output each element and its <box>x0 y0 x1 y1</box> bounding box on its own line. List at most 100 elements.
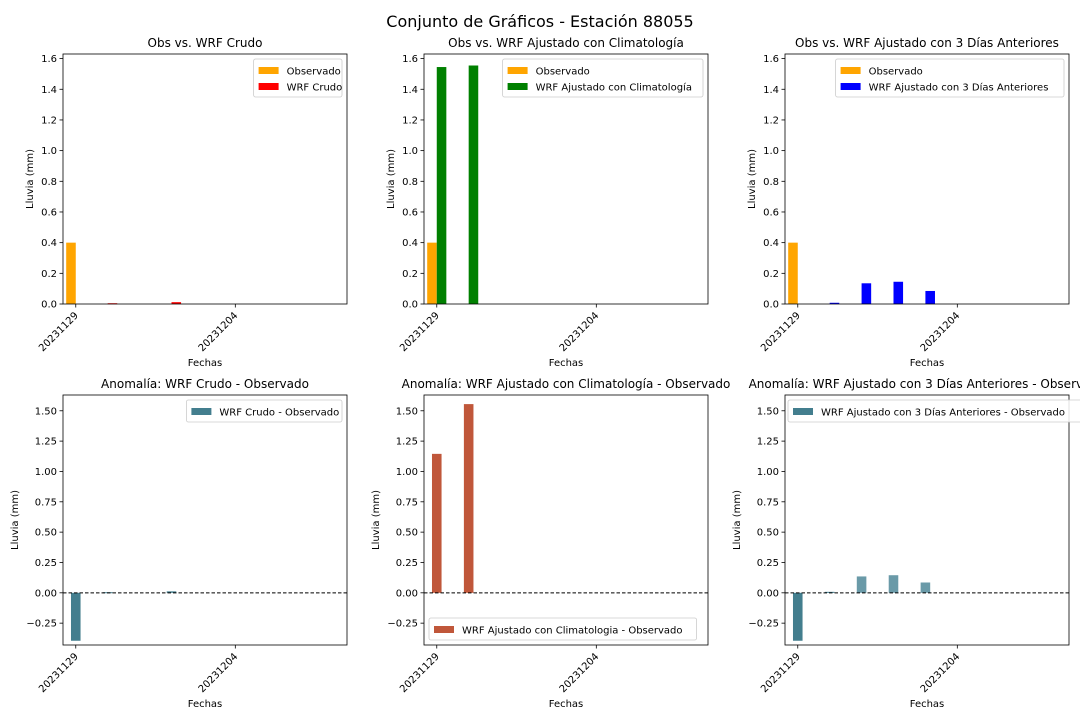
ytick-label: 1.2 <box>763 115 779 126</box>
xtick-label: 20231204 <box>197 651 241 695</box>
legend-box <box>835 58 1065 98</box>
xtick-label: 20231129 <box>398 310 442 354</box>
chart-title: Anomalía: WRF Ajustado con 3 Días Anteri… <box>749 377 1080 391</box>
axes-frame <box>784 53 1070 305</box>
bar-1-20231129 <box>70 592 81 641</box>
ytick-label: 0.0 <box>763 300 779 311</box>
chart-title: Obs vs. WRF Ajustado con Climatología <box>448 36 684 50</box>
xtick-label: 20231129 <box>759 651 803 695</box>
ytick-label: 0.6 <box>41 207 57 218</box>
legend-swatch <box>258 83 279 90</box>
legend: Observado WRF Ajustado con 3 Días Anterio… <box>835 58 1065 98</box>
legend-swatch <box>258 67 279 74</box>
legend-swatch <box>507 67 528 74</box>
bar-2-20231201 <box>861 283 872 304</box>
ytick-label: 0.00 <box>35 588 57 599</box>
legend-label: WRF Ajustado con 3 Días Anteriores <box>869 82 1049 94</box>
ytick-label: 0.25 <box>757 558 779 569</box>
x-axis-label: Fechas <box>549 699 584 710</box>
ytick-label: −0.25 <box>387 619 418 630</box>
bar-1-20231129 <box>788 242 798 304</box>
x-axis-label: Fechas <box>910 358 945 369</box>
x-axis-label: Fechas <box>188 358 223 369</box>
bar-1-20231129 <box>427 242 437 304</box>
ytick-label: 1.6 <box>41 54 57 65</box>
ytick-label: 1.00 <box>396 467 418 478</box>
xtick-label: 20231204 <box>919 651 963 695</box>
chart-title: Anomalía: WRF Ajustado con Climatología … <box>402 377 731 391</box>
axes-frame <box>62 394 348 646</box>
legend-label: WRF Ajustado con 3 Días Anteriores - Obs… <box>821 407 1065 419</box>
bar-1-20231129 <box>792 592 803 641</box>
chart-panel-5: Anomalía: WRF Ajustado con Climatología … <box>371 377 730 710</box>
bar-1-20231203 <box>920 582 931 593</box>
ytick-label: 0.2 <box>402 269 418 280</box>
legend-swatch <box>191 408 212 415</box>
legend: WRF Ajustado con Climatologia - Observad… <box>428 617 698 641</box>
ytick-label: 0.75 <box>757 497 779 508</box>
ytick-label: 1.00 <box>35 467 57 478</box>
y-axis-label: Lluvia (mm) <box>25 149 36 209</box>
chart-title: Anomalía: WRF Crudo - Observado <box>101 377 309 391</box>
ytick-label: 1.2 <box>41 115 57 126</box>
y-axis-label: Lluvia (mm) <box>386 149 397 209</box>
legend: Observado WRF Ajustado con Climatología <box>502 58 704 98</box>
axes-frame <box>62 53 348 305</box>
legend-label: Observado <box>869 67 923 78</box>
y-axis-label: Lluvia (mm) <box>732 490 743 550</box>
legend-box <box>502 58 704 98</box>
y-axis-label: Lluvia (mm) <box>371 490 382 550</box>
ytick-label: 1.4 <box>41 85 57 96</box>
ytick-label: 0.75 <box>396 497 418 508</box>
xtick-label: 20231129 <box>37 310 81 354</box>
ytick-label: 1.6 <box>763 54 779 65</box>
xtick-label: 20231129 <box>37 651 81 695</box>
ytick-label: −0.25 <box>748 619 779 630</box>
x-axis-label: Fechas <box>910 699 945 710</box>
legend-box <box>185 399 343 423</box>
bar-1-20231202 <box>166 591 177 593</box>
xtick-label: 20231204 <box>558 310 602 354</box>
ytick-label: 1.2 <box>402 115 418 126</box>
chart-panel-2: Obs vs. WRF Ajustado con Climatología 0.0… <box>386 36 709 369</box>
chart-panel-6: Anomalía: WRF Ajustado con 3 Días Anteri… <box>732 377 1080 710</box>
xtick-label: 20231129 <box>398 651 442 695</box>
legend-label: WRF Crudo - Observado <box>219 408 339 419</box>
ytick-label: 1.50 <box>757 406 779 417</box>
xtick-label: 20231204 <box>558 651 602 695</box>
axes-frame <box>423 394 709 646</box>
ytick-label: 0.6 <box>402 207 418 218</box>
legend-label: Observado <box>536 67 590 78</box>
ytick-label: 0.50 <box>35 528 57 539</box>
figure-suptitle: Conjunto de Gráficos - Estación 88055 <box>386 12 693 31</box>
bar-2-20231202 <box>171 302 182 304</box>
ytick-label: 0.4 <box>402 238 418 249</box>
ytick-label: 1.25 <box>35 437 57 448</box>
legend: WRF Crudo - Observado <box>185 399 343 423</box>
ytick-label: 1.50 <box>396 406 418 417</box>
legend-box <box>428 617 698 641</box>
ytick-label: 1.25 <box>757 437 779 448</box>
ytick-label: 0.8 <box>402 177 418 188</box>
legend-swatch <box>434 626 454 633</box>
chart-title: Obs vs. WRF Ajustado con 3 Días Anterior… <box>795 36 1059 50</box>
ytick-label: 1.0 <box>41 146 57 157</box>
ytick-label: 0.4 <box>763 238 779 249</box>
legend-label: WRF Crudo <box>287 83 343 94</box>
bar-2-20231203 <box>925 290 935 304</box>
legend-swatch <box>840 67 861 74</box>
y-axis-label: Lluvia (mm) <box>10 490 21 550</box>
ytick-label: 0.50 <box>757 528 779 539</box>
ytick-label: 0.2 <box>763 269 779 280</box>
ytick-label: 0.8 <box>763 177 779 188</box>
bar-2-20231202 <box>893 281 904 304</box>
ytick-label: 0.75 <box>35 497 57 508</box>
ytick-label: 0.2 <box>41 269 57 280</box>
y-axis-label: Lluvia (mm) <box>747 149 758 209</box>
ytick-label: 0.0 <box>41 300 57 311</box>
ytick-label: 1.4 <box>763 85 779 96</box>
ytick-label: 0.00 <box>757 588 779 599</box>
x-axis-label: Fechas <box>549 358 584 369</box>
axes-frame <box>784 394 1070 646</box>
bar-1-20231202 <box>888 575 899 593</box>
